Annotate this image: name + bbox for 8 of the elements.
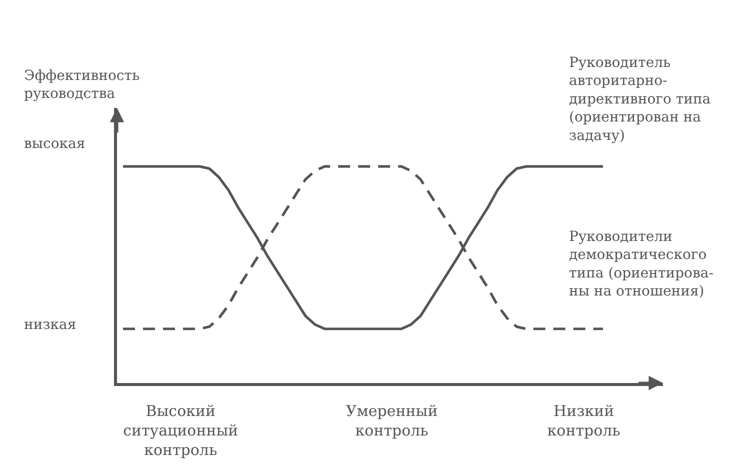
x-tick-label: Низкий контроль	[547, 402, 620, 440]
series-label: Руководитель авторитарно- директивного типа (ориентирован на задачу)	[569, 55, 711, 144]
y-axis-title: Эффективность руководства	[24, 68, 140, 102]
x-tick-label: Умеренный контроль	[346, 402, 438, 440]
text: низкая	[24, 317, 76, 333]
text: высокая	[24, 136, 86, 152]
x-tick-label: Высокий ситуационный контроль	[123, 402, 238, 459]
text: Руководители демократического типа (ориентирова- ны на отношения)	[569, 229, 714, 300]
